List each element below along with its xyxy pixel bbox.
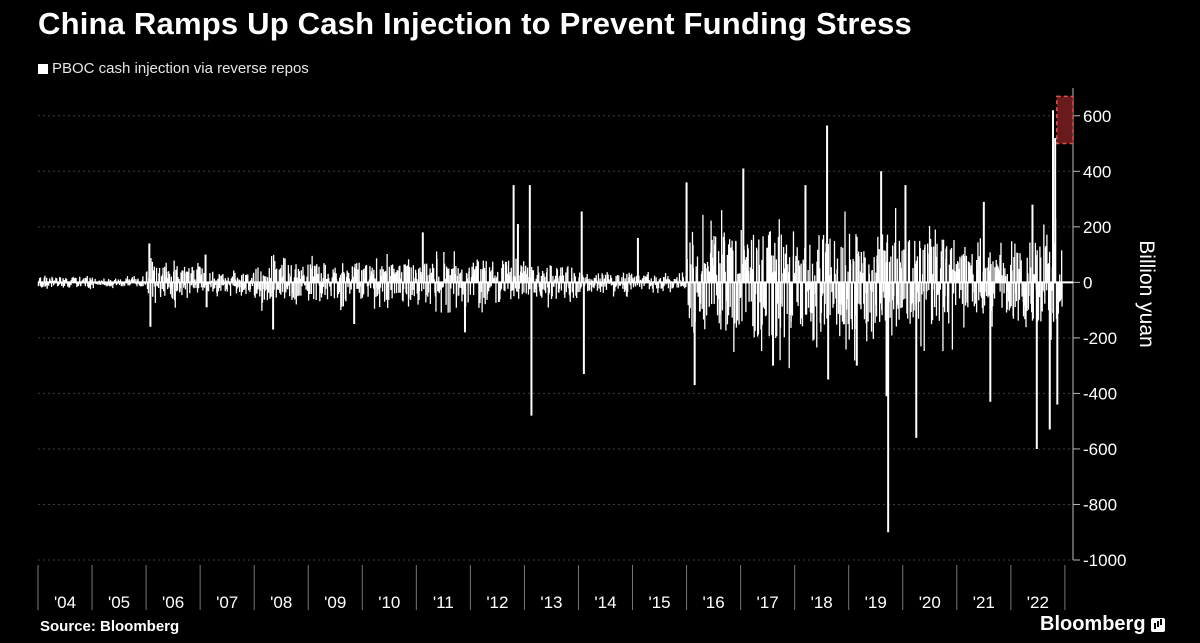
legend-label: PBOC cash injection via reverse repos	[52, 60, 309, 77]
y-tick-label: -1000	[1083, 551, 1126, 570]
x-tick-label: '07	[216, 593, 238, 612]
y-tick-label: 0	[1083, 273, 1092, 292]
y-tick-label: -600	[1083, 440, 1117, 459]
y-tick-label: -400	[1083, 384, 1117, 403]
y-tick-label: -800	[1083, 495, 1117, 514]
y-tick-label: -200	[1083, 329, 1117, 348]
y-tick-label: 200	[1083, 218, 1111, 237]
x-tick-label: '04	[54, 593, 76, 612]
legend: PBOC cash injection via reverse repos	[38, 60, 309, 77]
x-tick-label: '06	[162, 593, 184, 612]
x-tick-label: '10	[378, 593, 400, 612]
x-tick-label: '20	[919, 593, 941, 612]
x-tick-label: '22	[1027, 593, 1049, 612]
bar-chart-icon	[1150, 617, 1165, 632]
x-tick-label: '12	[486, 593, 508, 612]
x-tick-label: '08	[270, 593, 292, 612]
bar-series	[37, 110, 1063, 533]
y-tick-label: 600	[1083, 107, 1111, 126]
x-tick-label: '21	[973, 593, 995, 612]
x-tick-label: '16	[703, 593, 725, 612]
x-tick-label: '14	[594, 593, 616, 612]
source-note: Source: Bloomberg	[40, 618, 180, 635]
x-tick-label: '11	[433, 593, 454, 612]
legend-swatch	[38, 63, 48, 74]
x-tick-label: '05	[108, 593, 130, 612]
x-tick-label: '17	[757, 593, 779, 612]
brand-logo: Bloomberg	[1040, 613, 1165, 636]
x-tick-label: '19	[865, 593, 887, 612]
y-tick-label: 400	[1083, 162, 1111, 181]
chart-title: China Ramps Up Cash Injection to Prevent…	[38, 6, 912, 41]
x-tick-label: '09	[324, 593, 346, 612]
x-tick-label: '18	[811, 593, 833, 612]
brand-name: Bloomberg	[1040, 613, 1146, 635]
x-tick-label: '15	[648, 593, 670, 612]
x-tick-label: '13	[540, 593, 562, 612]
highlight-box	[1056, 95, 1074, 145]
y-axis-label: Billion yuan	[1135, 240, 1158, 347]
